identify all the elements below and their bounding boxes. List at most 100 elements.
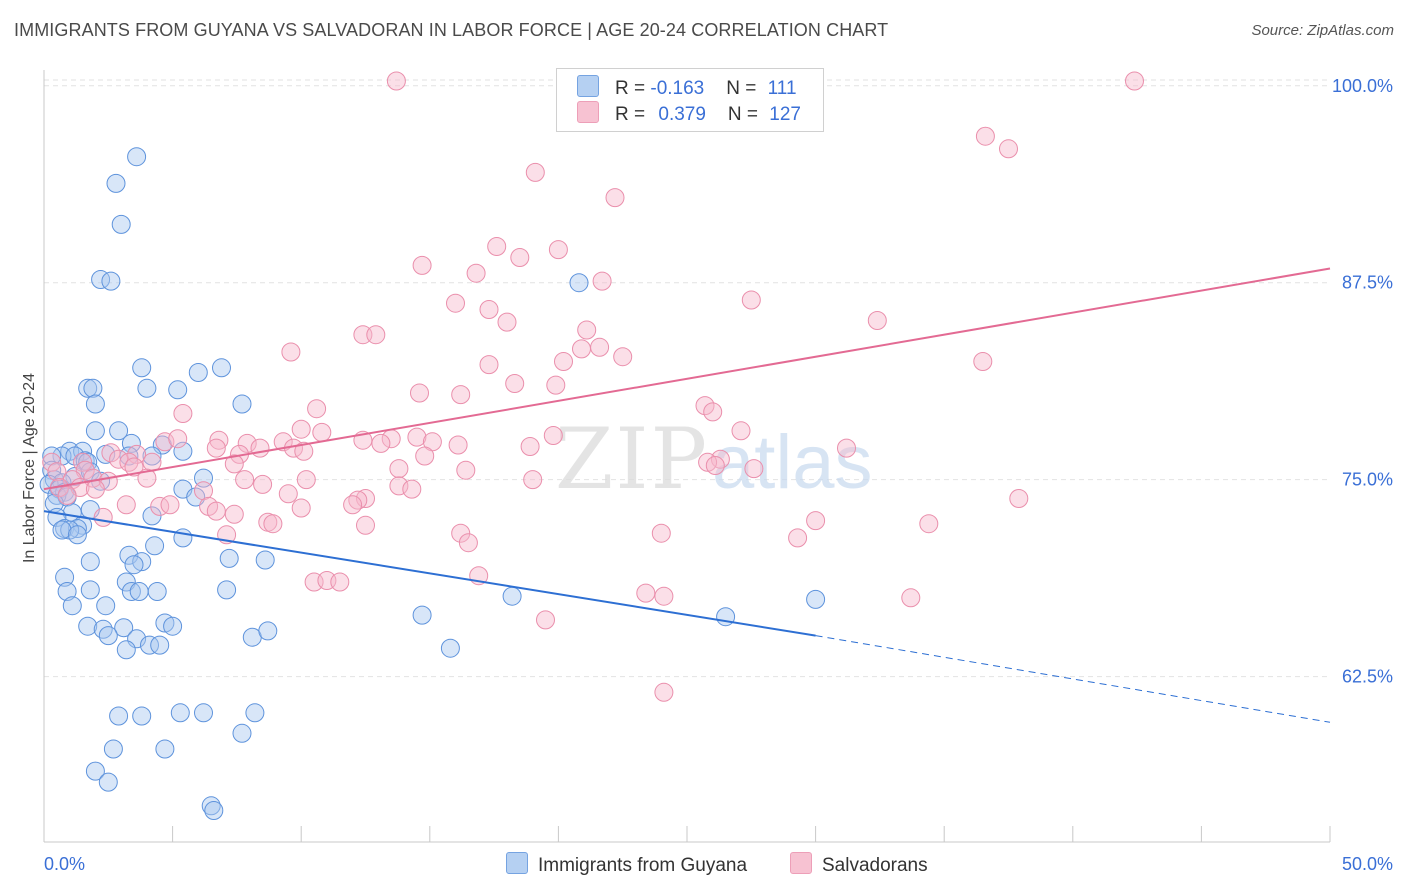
- data-point-guyana: [155, 613, 175, 633]
- data-point-guyana: [106, 173, 126, 193]
- legend-row-guyana: R = -0.163 N = 111: [577, 75, 797, 99]
- data-point-salvadoran: [224, 504, 244, 524]
- data-point-salvadoran: [654, 586, 674, 606]
- data-point-salvadoran: [237, 433, 257, 453]
- data-point-salvadoran: [253, 474, 273, 494]
- data-point-salvadoran: [281, 342, 301, 362]
- data-point-salvadoran: [101, 443, 121, 463]
- data-point-salvadoran: [520, 437, 540, 456]
- data-point-guyana: [127, 147, 147, 167]
- data-point-guyana: [98, 772, 118, 792]
- data-point-salvadoran: [356, 515, 375, 535]
- data-point-salvadoran: [744, 459, 764, 479]
- data-point-guyana: [219, 548, 239, 568]
- data-point-salvadoran: [458, 533, 478, 553]
- data-point-guyana: [569, 273, 589, 293]
- chart-title: IMMIGRANTS FROM GUYANA VS SALVADORAN IN …: [14, 20, 889, 40]
- data-point-salvadoran: [636, 583, 656, 603]
- series-legend-salvadoran[interactable]: Salvadorans: [790, 852, 928, 877]
- data-point-guyana: [119, 545, 139, 565]
- data-point-salvadoran: [402, 479, 422, 499]
- data-point-guyana: [78, 616, 98, 636]
- data-point-guyana: [132, 706, 152, 726]
- data-point-salvadoran: [543, 426, 563, 445]
- data-point-salvadoran: [150, 496, 170, 516]
- data-point-salvadoran: [456, 460, 476, 480]
- data-point-guyana: [98, 626, 118, 646]
- legend-r-label: R =: [615, 78, 651, 99]
- source-credit: Source: ZipAtlas.com: [1251, 22, 1394, 39]
- data-point-salvadoran: [389, 459, 409, 479]
- data-point-guyana: [188, 363, 208, 382]
- data-point-guyana: [204, 801, 224, 820]
- data-point-salvadoran: [366, 325, 386, 345]
- data-point-guyana: [232, 723, 252, 743]
- data-point-guyana: [57, 582, 77, 601]
- data-point-guyana: [55, 567, 75, 587]
- data-point-salvadoran: [116, 495, 136, 515]
- data-point-guyana: [116, 572, 136, 592]
- data-point-salvadoran: [278, 484, 298, 504]
- data-point-salvadoran: [695, 396, 715, 416]
- correlation-legend: R = -0.163 N = 111 R = 0.379 N = 127: [556, 68, 824, 132]
- data-point-salvadoran: [698, 452, 718, 472]
- data-point-salvadoran: [867, 311, 887, 330]
- data-point-salvadoran: [330, 572, 350, 592]
- data-point-guyana: [163, 616, 183, 636]
- data-point-salvadoran: [975, 126, 995, 146]
- data-point-salvadoran: [703, 402, 723, 422]
- data-point-guyana: [80, 580, 100, 600]
- data-point-salvadoran: [554, 352, 573, 371]
- data-point-salvadoran: [155, 432, 175, 452]
- data-point-guyana: [194, 703, 213, 723]
- data-point-salvadoran: [250, 438, 270, 458]
- data-point-salvadoran: [353, 325, 373, 345]
- legend-r-label: R =: [615, 104, 651, 125]
- series-legend-guyana[interactable]: Immigrants from Guyana: [506, 852, 747, 877]
- data-point-guyana: [232, 394, 252, 414]
- data-point-salvadoran: [1009, 489, 1029, 508]
- data-point-salvadoran: [206, 501, 226, 521]
- data-point-salvadoran: [466, 263, 486, 283]
- data-point-guyana: [121, 582, 141, 601]
- data-point-salvadoran: [592, 271, 612, 291]
- legend-swatch-salvadoran: [577, 101, 599, 123]
- data-point-salvadoran: [710, 449, 730, 469]
- legend-row-salvadoran: R = 0.379 N = 127: [577, 101, 801, 125]
- data-point-salvadoran: [85, 479, 105, 499]
- series-swatch-salvadoran: [790, 852, 812, 874]
- data-point-salvadoran: [973, 352, 993, 371]
- data-point-guyana: [173, 441, 193, 461]
- data-point-guyana: [78, 378, 98, 398]
- data-point-guyana: [140, 635, 159, 655]
- data-point-salvadoran: [42, 452, 62, 472]
- data-point-salvadoran: [788, 528, 808, 548]
- data-point-salvadoran: [371, 433, 391, 453]
- legend-n-label: N =: [726, 78, 762, 99]
- data-point-guyana: [62, 596, 82, 616]
- y-tick-label: 100.0%: [1332, 76, 1393, 96]
- data-point-salvadoran: [546, 375, 566, 395]
- data-point-salvadoran: [505, 374, 525, 393]
- data-point-salvadoran: [109, 449, 129, 469]
- watermark-zip: ZIP: [555, 410, 709, 508]
- data-point-salvadoran: [446, 293, 465, 313]
- data-point-guyana: [124, 555, 144, 575]
- data-point-salvadoran: [731, 421, 751, 441]
- data-point-guyana: [85, 421, 105, 441]
- data-point-salvadoran: [536, 610, 555, 630]
- data-point-guyana: [170, 703, 190, 723]
- data-point-salvadoran: [235, 470, 255, 490]
- data-point-guyana: [412, 605, 432, 625]
- data-point-guyana: [147, 582, 167, 601]
- data-point-guyana: [52, 520, 72, 540]
- data-point-salvadoran: [389, 476, 409, 496]
- data-point-guyana: [806, 589, 826, 609]
- y-tick-label: 75.0%: [1342, 470, 1393, 490]
- data-point-guyana: [132, 552, 152, 572]
- data-point-salvadoran: [307, 399, 327, 419]
- tick-labels: 62.5% 75.0% 87.5% 100.0% 0.0% 50.0%: [44, 76, 1393, 874]
- y-tick-label: 87.5%: [1342, 273, 1393, 293]
- data-point-salvadoran: [209, 430, 229, 450]
- data-point-salvadoran: [525, 162, 545, 182]
